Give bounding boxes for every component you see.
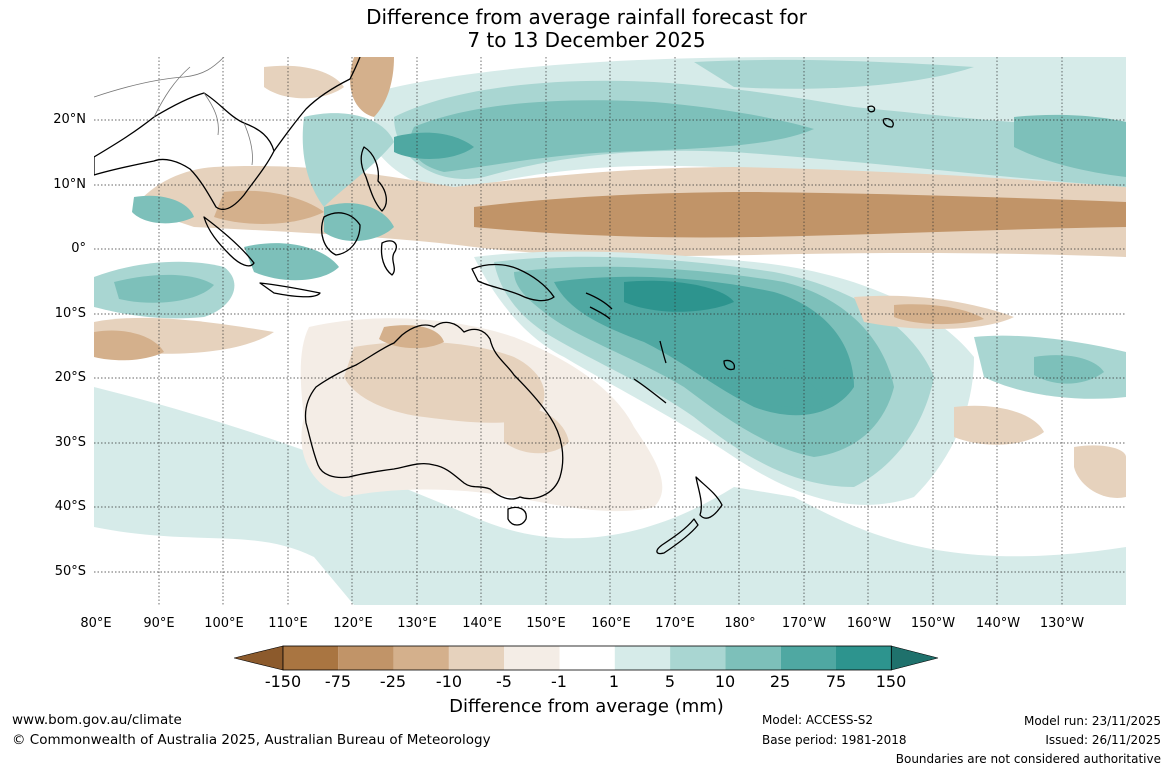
colorbar-segment-5 — [504, 646, 560, 670]
base-period: Base period: 1981-2018 — [762, 733, 907, 747]
colorbar-segment-3 — [393, 646, 449, 670]
legend-tick-label: 150 — [875, 672, 907, 691]
lat-label-40s: 40°S — [54, 499, 86, 514]
rainfall-map — [94, 57, 1126, 605]
map-title-line-1: Difference from average rainfall forecas… — [366, 5, 807, 29]
colorbar-segment-1 — [283, 646, 339, 670]
lat-label-50s: 50°S — [54, 564, 86, 579]
legend-tick-label: -1 — [551, 672, 567, 691]
lon-label-130w: 130°W — [1039, 616, 1085, 631]
colorbar-segment-8 — [670, 646, 726, 670]
lon-label-150w: 150°W — [910, 616, 956, 631]
legend-tick-label: 5 — [664, 672, 676, 691]
new-caledonia-coastline — [633, 378, 667, 404]
lat-label-30s: 30°S — [54, 435, 86, 450]
new-guinea-coastline — [471, 263, 555, 302]
indian-ocean-wet-patches — [94, 195, 274, 361]
lon-label-120e: 120°E — [333, 616, 373, 631]
lon-label-140w: 140°W — [975, 616, 1021, 631]
solomon-islands-coastline — [585, 292, 613, 320]
map-canvas — [94, 57, 1126, 605]
legend-tick-label: -10 — [435, 672, 463, 691]
lon-label-180: 180° — [724, 616, 756, 631]
lat-label-10s: 10°S — [54, 306, 86, 321]
colorbar-segment-11 — [836, 646, 892, 670]
legend-tick-label: 10 — [714, 672, 736, 691]
colorbar-segment-10 — [780, 646, 836, 670]
colorbar-segment-9 — [725, 646, 781, 670]
colorbar-segment-12 — [890, 645, 939, 671]
colorbar-segment-2 — [338, 646, 394, 670]
lat-label-equator: 0° — [71, 241, 86, 256]
boundaries-disclaimer: Boundaries are not considered authoritat… — [895, 752, 1161, 766]
legend-tick-label: 75 — [825, 672, 847, 691]
sumatra-coastline — [203, 216, 255, 267]
copyright-text: © Commonwealth of Australia 2025, Austra… — [12, 732, 491, 748]
java-coastline — [259, 282, 321, 298]
colorbar — [234, 645, 939, 671]
lon-label-90e: 90°E — [143, 616, 175, 631]
lon-label-140e: 140°E — [462, 616, 502, 631]
colorbar-segment-0 — [234, 645, 284, 671]
colorbar-segment-4 — [448, 646, 505, 670]
australia-coastline — [304, 321, 564, 500]
china-coastline — [273, 57, 361, 152]
colorbar-outline — [282, 645, 892, 671]
lon-label-170w: 170°W — [781, 616, 827, 631]
borneo-coastline — [321, 212, 361, 256]
australia-dry-field — [300, 318, 663, 512]
new-zealand-south-coastline — [656, 518, 699, 555]
legend-tick-label: -5 — [496, 672, 512, 691]
colorbar-segment-6 — [559, 646, 615, 670]
model-name: Model: ACCESS-S2 — [762, 713, 874, 727]
lat-label-20n: 20°N — [53, 112, 86, 127]
website-link[interactable]: www.bom.gov.au/climate — [12, 712, 182, 728]
lat-label-20s: 20°S — [54, 370, 86, 385]
lat-label-10n: 10°N — [53, 177, 86, 192]
coastlines — [94, 57, 894, 555]
colorbar-segment-7 — [614, 646, 671, 670]
legend-tick-label: -25 — [379, 672, 407, 691]
map-title-line-2: 7 to 13 December 2025 — [467, 28, 706, 52]
north-pacific-wet-band — [374, 57, 1126, 197]
legend-tick-label: -75 — [324, 672, 352, 691]
legend-tick-label: -150 — [264, 672, 302, 691]
asia-mainland-coastline — [94, 92, 275, 210]
sulawesi-coastline — [380, 240, 397, 276]
lon-label-80e: 80°E — [80, 616, 112, 631]
lon-label-130e: 130°E — [397, 616, 437, 631]
legend-title: Difference from average (mm) — [449, 696, 724, 717]
new-zealand-north-coastline — [695, 476, 723, 519]
hawaii-coastline — [867, 105, 894, 128]
philippines-coastline — [360, 146, 388, 212]
issued-date: Issued: 26/11/2025 — [1045, 733, 1161, 747]
country-borders — [94, 57, 253, 166]
lon-label-150e: 150°E — [526, 616, 566, 631]
legend-tick-label: 1 — [608, 672, 620, 691]
model-run-date: Model run: 23/11/2025 — [1023, 714, 1161, 728]
lon-label-170e: 170°E — [655, 616, 695, 631]
south-pacific-patches — [854, 295, 1126, 498]
vanuatu-coastline — [659, 340, 667, 364]
lon-label-160e: 160°E — [591, 616, 631, 631]
fiji-coastline — [723, 359, 736, 371]
legend-tick-label: 25 — [769, 672, 791, 691]
tasmania-coastline — [507, 506, 527, 526]
lon-label-160w: 160°W — [846, 616, 892, 631]
lon-label-100e: 100°E — [204, 616, 244, 631]
lon-label-110e: 110°E — [268, 616, 308, 631]
